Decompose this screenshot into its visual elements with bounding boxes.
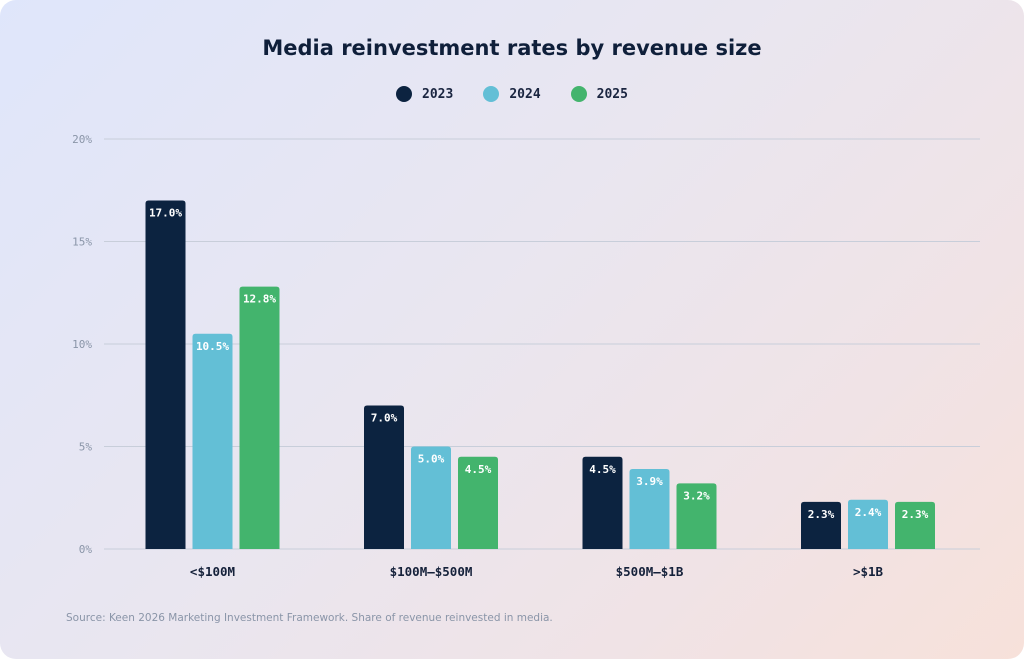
bar-value-label: 10.5%: [196, 340, 229, 353]
source-note: Source: Keen 2026 Marketing Investment F…: [66, 612, 553, 624]
bar-value-label: 2.3%: [902, 508, 929, 521]
bar-2023: [364, 405, 404, 549]
bar-2023: [582, 456, 623, 549]
bar-value-label: 3.9%: [636, 475, 663, 488]
bar-2023: [801, 501, 841, 549]
legend-item-2024: 2024: [483, 86, 541, 102]
legend-item-2023: 2023: [396, 86, 453, 102]
bar-value-label: 3.2%: [683, 489, 710, 502]
bar-2024: [848, 499, 888, 549]
bar-value-label: 17.0%: [149, 207, 182, 220]
bar-2024: [192, 333, 233, 549]
y-tick-label: 10%: [72, 338, 92, 351]
bar-2025: [895, 501, 935, 549]
bar-value-label: 2.4%: [855, 506, 882, 519]
legend-item-2025: 2025: [570, 86, 628, 102]
bar-value-label: 5.0%: [418, 453, 445, 466]
y-tick-label: 5%: [79, 441, 93, 454]
chart-title: Media reinvestment rates by revenue size: [262, 36, 762, 60]
y-tick-label: 0%: [79, 543, 93, 556]
legend-swatch-2023: [396, 86, 413, 102]
legend-label-2023: 2023: [422, 86, 454, 102]
legend-label-2025: 2025: [596, 86, 628, 102]
legend-label-2024: 2024: [509, 86, 541, 102]
bar-2025: [676, 483, 717, 549]
bar-value-label: 2.3%: [808, 508, 835, 521]
x-category-label: $100M–$500M: [390, 564, 473, 579]
x-category-label: <$100M: [190, 564, 235, 579]
bar-2025: [458, 456, 498, 549]
bar-2023: [145, 200, 186, 549]
bar-2024: [411, 446, 451, 549]
x-category-label: $500M–$1B: [616, 564, 684, 579]
y-tick-label: 15%: [72, 236, 92, 249]
legend-swatch-2024: [483, 86, 500, 102]
bar-value-label: 4.5%: [465, 463, 492, 476]
legend-swatch-2025: [570, 86, 587, 102]
legend: 2023 2024 2025: [0, 86, 1024, 102]
x-category-label: >$1B: [853, 564, 884, 579]
bar-2024: [629, 469, 670, 549]
bar-value-label: 12.8%: [243, 293, 276, 306]
bar-value-label: 4.5%: [589, 463, 616, 476]
bar-value-label: 7.0%: [371, 412, 398, 425]
bar-2025: [239, 286, 280, 549]
y-tick-label: 20%: [72, 133, 92, 146]
